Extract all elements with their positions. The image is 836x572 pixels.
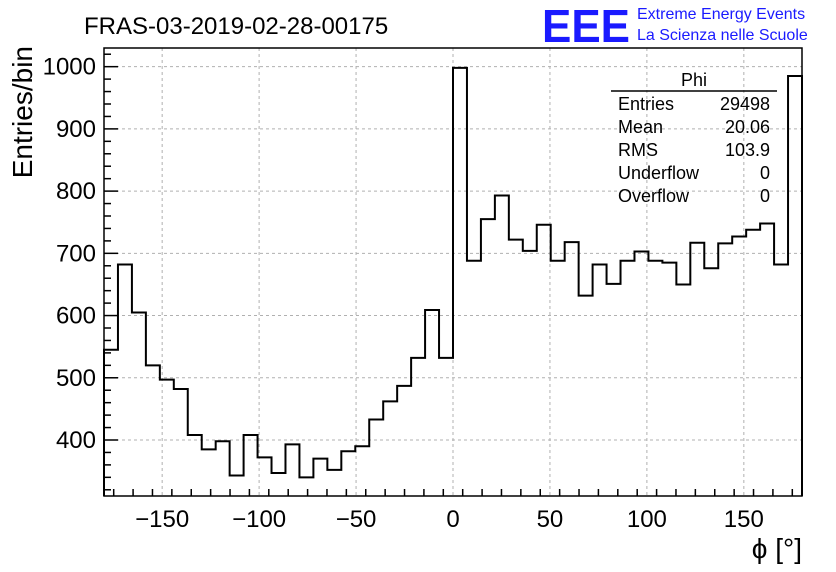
stats-value: 0	[760, 163, 770, 183]
stats-label: Underflow	[618, 163, 700, 183]
y-tick-label: 500	[56, 365, 96, 392]
plot-frame	[103, 47, 803, 497]
x-tick-label: −100	[232, 506, 286, 533]
stats-label: Entries	[618, 94, 674, 114]
y-axis: 400 500 600 700 800 900 1000	[43, 53, 118, 491]
stats-value: 0	[760, 186, 770, 206]
stats-label: RMS	[618, 140, 658, 160]
x-tick-label: 50	[537, 506, 564, 533]
x-tick-label: −150	[135, 506, 189, 533]
stats-title: Phi	[681, 70, 707, 90]
stats-row: Mean 20.06	[618, 117, 770, 137]
histogram-step-line	[103, 66, 803, 496]
y-axis-title: Entries/bin	[7, 46, 38, 178]
stats-label: Mean	[618, 117, 663, 137]
logo-line-2: La Scienza nelle Scuole	[637, 27, 808, 44]
y-tick-label: 900	[56, 116, 96, 143]
logo-text: EEE	[542, 0, 630, 52]
x-tick-label: −50	[336, 506, 377, 533]
logo-line-1: Extreme Energy Events	[637, 6, 805, 23]
x-axis-title: ϕ [°]	[752, 533, 802, 564]
eee-logo: EEE Extreme Energy Events La Scienza nel…	[542, 0, 808, 52]
x-tick-label: 0	[446, 506, 459, 533]
x-axis: −150 −100 −50 0 50 100 150	[112, 489, 794, 533]
frame-rect	[103, 47, 803, 497]
y-tick-label: 400	[56, 427, 96, 454]
y-tick-label: 1000	[43, 54, 96, 81]
x-tick-label: 150	[724, 506, 764, 533]
y-tick-label: 600	[56, 303, 96, 330]
stats-box: Phi Entries 29498 Mean 20.06 RMS 103.9 Underfl…	[611, 70, 777, 206]
stats-label: Overflow	[618, 186, 690, 206]
x-tick-label: 100	[627, 506, 667, 533]
y-tick-label: 700	[56, 240, 96, 267]
stats-row: Overflow 0	[618, 186, 770, 206]
stats-value: 29498	[720, 94, 770, 114]
run-title: FRAS-03-2019-02-28-00175	[84, 13, 388, 40]
stats-value: 20.06	[725, 117, 770, 137]
stats-row: RMS 103.9	[618, 140, 770, 160]
stats-value: 103.9	[725, 140, 770, 160]
histogram-line	[103, 66, 803, 496]
stats-row: Entries 29498	[618, 94, 770, 114]
y-tick-label: 800	[56, 178, 96, 205]
stats-row: Underflow 0	[618, 163, 770, 183]
